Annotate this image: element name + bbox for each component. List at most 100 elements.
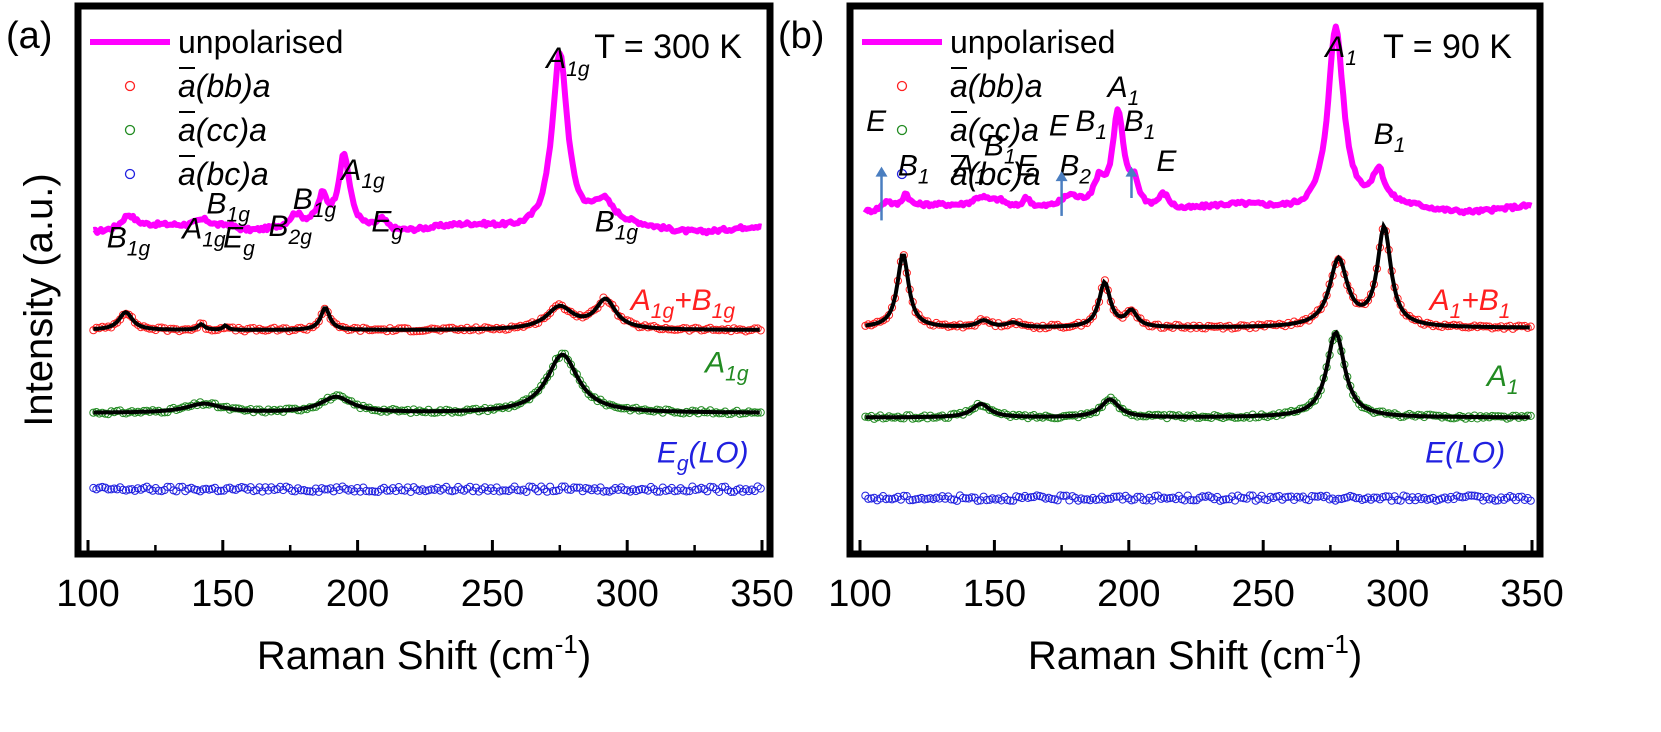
data-point — [569, 483, 578, 492]
data-point — [1186, 495, 1195, 505]
data-point — [691, 485, 700, 494]
data-point — [202, 484, 211, 493]
data-point — [637, 484, 647, 494]
data-point — [1097, 492, 1107, 501]
data-point — [368, 487, 377, 496]
data-point — [308, 487, 317, 496]
data-point — [1053, 496, 1062, 505]
y-axis-label: Intensity (a.u.) — [17, 173, 61, 426]
x-axis-label: Raman Shift (cm-1) — [1028, 629, 1362, 678]
data-point — [602, 487, 611, 496]
data-point — [448, 487, 457, 496]
data-point — [1307, 492, 1317, 501]
data-point — [620, 486, 629, 495]
data-point — [1325, 495, 1334, 504]
data-point — [652, 487, 662, 496]
data-point — [273, 485, 282, 494]
data-point — [685, 487, 694, 496]
data-point — [154, 486, 163, 495]
mode-arrow-head — [875, 166, 888, 177]
data-point — [908, 496, 917, 505]
legend-entry: a(cc)a — [950, 112, 1039, 148]
data-point — [1523, 494, 1532, 503]
series-label: A1 — [1485, 360, 1519, 399]
data-point — [1334, 494, 1343, 503]
data-point — [1245, 491, 1254, 500]
data-point — [1393, 495, 1402, 505]
data-point — [876, 494, 885, 503]
data-point — [581, 385, 590, 394]
data-point — [1455, 492, 1464, 501]
data-point — [1109, 492, 1118, 501]
data-point — [1142, 496, 1151, 505]
data-point — [1467, 491, 1476, 500]
lorentzian-fit-line — [93, 296, 760, 332]
data-point — [958, 493, 968, 503]
legend-marker-swatch — [124, 80, 136, 92]
data-point — [1381, 492, 1390, 501]
data-point — [655, 487, 664, 496]
data-point — [726, 487, 736, 496]
data-point — [982, 496, 991, 505]
data-point — [1473, 492, 1482, 501]
data-point — [1165, 494, 1175, 503]
data-point — [1310, 310, 1319, 319]
data-point — [104, 485, 113, 494]
data-point — [557, 349, 567, 358]
data-point — [531, 484, 540, 493]
data-point — [1080, 495, 1089, 504]
data-point — [486, 484, 495, 493]
mode-arrow-head — [1055, 171, 1068, 182]
x-tick-label: 100 — [56, 573, 119, 615]
data-point — [1219, 495, 1228, 504]
data-point — [1387, 496, 1396, 505]
data-point — [1148, 496, 1157, 505]
data-point — [566, 485, 576, 494]
data-point — [973, 496, 982, 505]
data-point — [738, 487, 748, 496]
axes-frame — [74, 2, 774, 558]
x-tick-label: 300 — [1366, 573, 1429, 615]
data-point — [95, 483, 104, 492]
mode-annotation: A1 — [952, 150, 986, 189]
data-point — [252, 486, 261, 495]
series-label: A1g — [703, 347, 749, 386]
data-point — [107, 485, 116, 494]
x-tick-label: 150 — [963, 573, 1026, 615]
data-point — [867, 494, 876, 503]
data-point — [1162, 494, 1172, 503]
data-point — [332, 483, 341, 492]
data-point — [932, 493, 941, 502]
data-point — [882, 495, 891, 504]
data-point — [249, 486, 258, 496]
data-point — [302, 487, 311, 496]
lorentzian-fit-line — [865, 220, 1530, 330]
mode-annotation: A1 — [1323, 31, 1357, 70]
mode-annotation: Eg — [371, 206, 403, 245]
mode-annotation: B1g — [107, 221, 151, 260]
mode-annotation: Eg — [223, 221, 255, 260]
data-point — [626, 487, 635, 496]
mode-annotation: B2 — [1059, 150, 1091, 189]
x-tick-label: 200 — [326, 573, 389, 615]
data-point — [911, 495, 920, 504]
data-point — [1047, 494, 1056, 504]
data-point — [199, 485, 208, 494]
data-point — [421, 487, 430, 496]
data-point — [110, 484, 119, 493]
x-tick-label: 350 — [1500, 573, 1563, 615]
legend-marker-swatch — [124, 124, 136, 136]
mode-annotation: A1g — [544, 42, 590, 81]
mode-annotation: B1 — [1075, 105, 1107, 144]
series-label: E(LO) — [1425, 436, 1505, 469]
data-point — [1352, 494, 1361, 503]
data-point — [142, 482, 151, 491]
data-point — [756, 484, 765, 493]
data-point — [546, 482, 555, 491]
data-point — [563, 485, 573, 494]
data-point — [1236, 493, 1246, 502]
series-label: A1+B1 — [1428, 284, 1511, 323]
lorentzian-fit-line — [865, 329, 1530, 420]
data-point — [581, 484, 590, 493]
data-point — [1198, 492, 1207, 501]
